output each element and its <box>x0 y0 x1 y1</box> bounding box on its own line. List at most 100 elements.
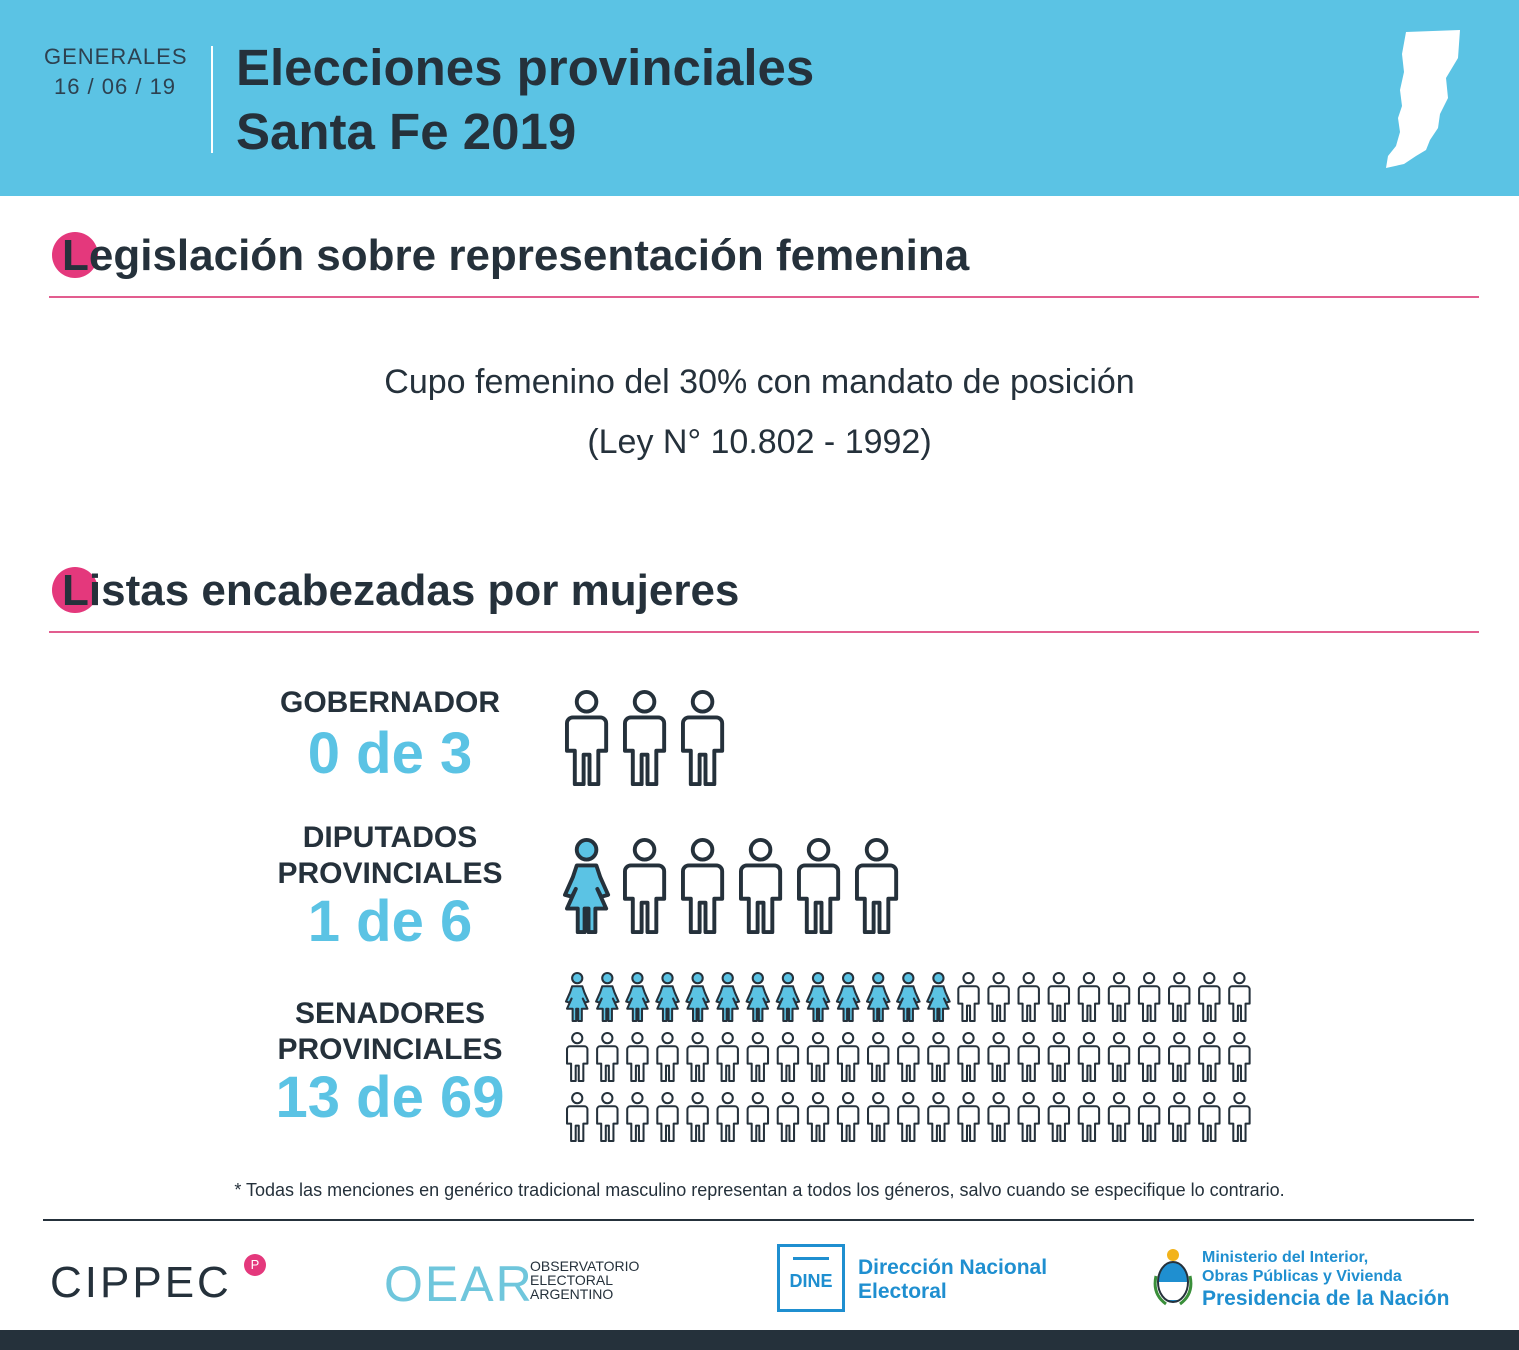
man-icon <box>1077 1092 1101 1142</box>
ministry-line1: Ministerio del Interior, <box>1202 1249 1369 1266</box>
man-icon <box>716 1032 739 1082</box>
presidency-line: Presidencia de la Nación <box>1202 1287 1450 1310</box>
footer-divider <box>43 1219 1474 1221</box>
section2-divider <box>49 631 1479 633</box>
man-icon <box>957 972 980 1022</box>
dine-logo-bar <box>793 1257 829 1260</box>
man-icon <box>957 1092 980 1142</box>
man-icon <box>623 690 667 787</box>
man-icon <box>596 1032 619 1082</box>
man-icon <box>987 972 1010 1022</box>
man-icon <box>716 1092 739 1142</box>
santa-fe-map-icon <box>1386 30 1460 168</box>
header-divider <box>211 46 213 153</box>
man-icon <box>596 1092 619 1142</box>
man-icon <box>746 1032 770 1082</box>
dine-name: Dirección Nacional Electoral <box>858 1256 1047 1304</box>
bottom-bar <box>0 1330 1519 1350</box>
man-icon <box>797 838 841 935</box>
man-icon <box>836 1092 860 1142</box>
dine-name-line1: Dirección Nacional <box>858 1256 1048 1279</box>
deputies-label-line1: DIPUTADOS <box>302 821 478 854</box>
man-icon <box>957 1032 980 1082</box>
woman-icon <box>595 972 620 1022</box>
man-icon <box>1198 1032 1221 1082</box>
man-icon <box>987 1092 1010 1142</box>
dine-logo-text: DINE <box>789 1271 833 1291</box>
senators-count: 13 de 69 <box>275 1065 505 1130</box>
senators-label-line2: PROVINCIALES <box>277 1033 503 1066</box>
man-icon <box>566 1032 589 1082</box>
man-icon <box>855 838 899 935</box>
oear-name-line1: OBSERVATORIO <box>530 1258 640 1274</box>
woman-icon <box>715 972 740 1022</box>
section2-bullet <box>52 567 98 613</box>
woman-icon <box>775 972 801 1022</box>
man-icon <box>626 1032 649 1082</box>
governor-count: 0 de 3 <box>307 721 473 786</box>
election-kicker: GENERALES <box>44 44 188 69</box>
woman-icon <box>625 972 650 1022</box>
quota-text: Cupo femenino del 30% con mandato de pos… <box>0 352 1519 472</box>
woman-icon <box>805 972 831 1022</box>
section1-bullet <box>52 232 98 278</box>
section2-title: Listas encabezadas por mujeres <box>62 566 740 615</box>
woman-icon <box>563 838 611 935</box>
man-icon <box>1047 1092 1071 1142</box>
woman-icon <box>745 972 771 1022</box>
woman-icon <box>865 972 891 1022</box>
man-icon <box>626 1092 649 1142</box>
man-icon <box>681 838 725 935</box>
senators-label: SENADORES PROVINCIALES <box>230 996 550 1068</box>
man-icon <box>746 1092 770 1142</box>
man-icon <box>1168 972 1191 1022</box>
man-icon <box>1228 1092 1251 1142</box>
oear-name: OBSERVATORIO ELECTORAL ARGENTINO <box>530 1259 639 1301</box>
man-icon <box>566 1092 589 1142</box>
ministry-line2: Obras Públicas y Vivienda <box>1202 1268 1402 1285</box>
man-icon <box>1137 1032 1161 1082</box>
man-icon <box>686 1032 709 1082</box>
man-icon <box>656 1092 679 1142</box>
oear-name-line2: ELECTORAL <box>530 1272 613 1288</box>
governor-label: GOBERNADOR <box>279 686 500 719</box>
man-icon <box>1017 1092 1040 1142</box>
man-icon <box>927 1092 950 1142</box>
man-icon <box>776 1032 800 1082</box>
man-icon <box>1017 972 1040 1022</box>
section1-title: Legislación sobre representación femenin… <box>62 231 970 280</box>
woman-icon <box>896 972 921 1022</box>
section1-divider <box>49 296 1479 298</box>
man-icon <box>739 838 783 935</box>
man-icon <box>1198 972 1221 1022</box>
man-icon <box>1137 972 1161 1022</box>
cippec-badge-icon: P <box>244 1254 266 1276</box>
woman-icon <box>564 972 590 1022</box>
man-icon <box>1047 1032 1071 1082</box>
deputies-label-line2: PROVINCIALES <box>277 857 503 890</box>
man-icon <box>776 1092 800 1142</box>
ministry-name: Ministerio del Interior, Obras Públicas … <box>1202 1248 1449 1312</box>
woman-icon <box>926 972 951 1022</box>
man-icon <box>927 1032 950 1082</box>
quota-law: (Ley N° 10.802 - 1992) <box>587 423 932 461</box>
man-icon <box>836 1032 860 1082</box>
man-icon <box>1107 1092 1131 1142</box>
man-icon <box>656 1032 679 1082</box>
deputies-count: 1 de 6 <box>307 889 473 954</box>
man-icon <box>1017 1032 1040 1082</box>
man-icon <box>897 1092 920 1142</box>
page-title-line2: Santa Fe 2019 <box>236 103 577 160</box>
dine-name-line2: Electoral <box>858 1280 947 1303</box>
man-icon <box>897 1032 920 1082</box>
election-date: 16 / 06 / 19 <box>53 74 177 99</box>
man-icon <box>1077 1032 1101 1082</box>
page-title-line1: Elecciones provinciales <box>236 39 815 96</box>
man-icon <box>1228 1032 1251 1082</box>
cippec-logo: CIPPEC <box>50 1258 232 1307</box>
man-icon <box>565 690 609 787</box>
man-icon <box>987 1032 1010 1082</box>
election-type: GENERALES 16 / 06 / 19 <box>44 42 188 102</box>
man-icon <box>686 1092 709 1142</box>
